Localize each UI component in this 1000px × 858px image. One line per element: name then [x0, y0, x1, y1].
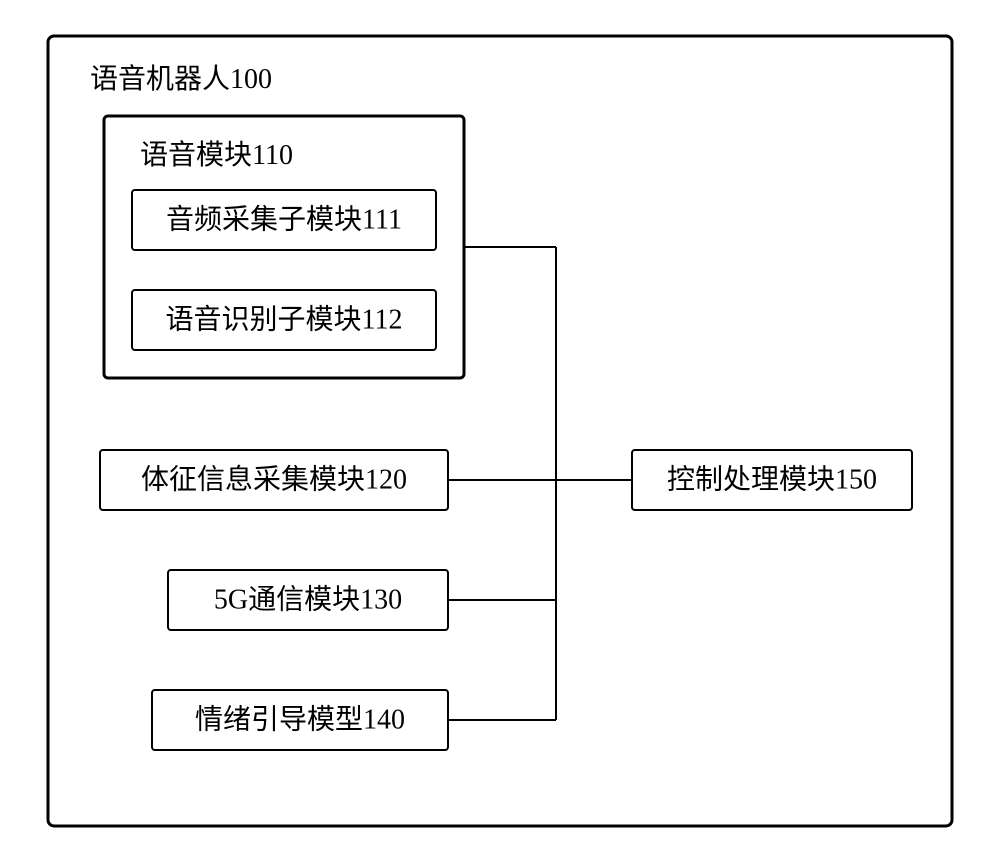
outer-container-label: 语音机器人100 — [90, 63, 272, 95]
voice-module-label: 语音模块110 — [140, 139, 293, 171]
connector-bus — [448, 247, 632, 720]
control-module-label: 控制处理模块150 — [667, 464, 877, 496]
diagram-canvas: 语音机器人100 语音模块110 音频采集子模块111 语音识别子模块112 体… — [0, 0, 1000, 858]
speech-recognition-submodule-label: 语音识别子模块112 — [166, 304, 403, 336]
emotion-model-label: 情绪引导模型140 — [195, 704, 405, 736]
audio-capture-submodule-label: 音频采集子模块111 — [166, 204, 402, 236]
comm-5g-module-label: 5G通信模块130 — [214, 584, 402, 616]
vitals-module-label: 体征信息采集模块120 — [141, 464, 407, 496]
